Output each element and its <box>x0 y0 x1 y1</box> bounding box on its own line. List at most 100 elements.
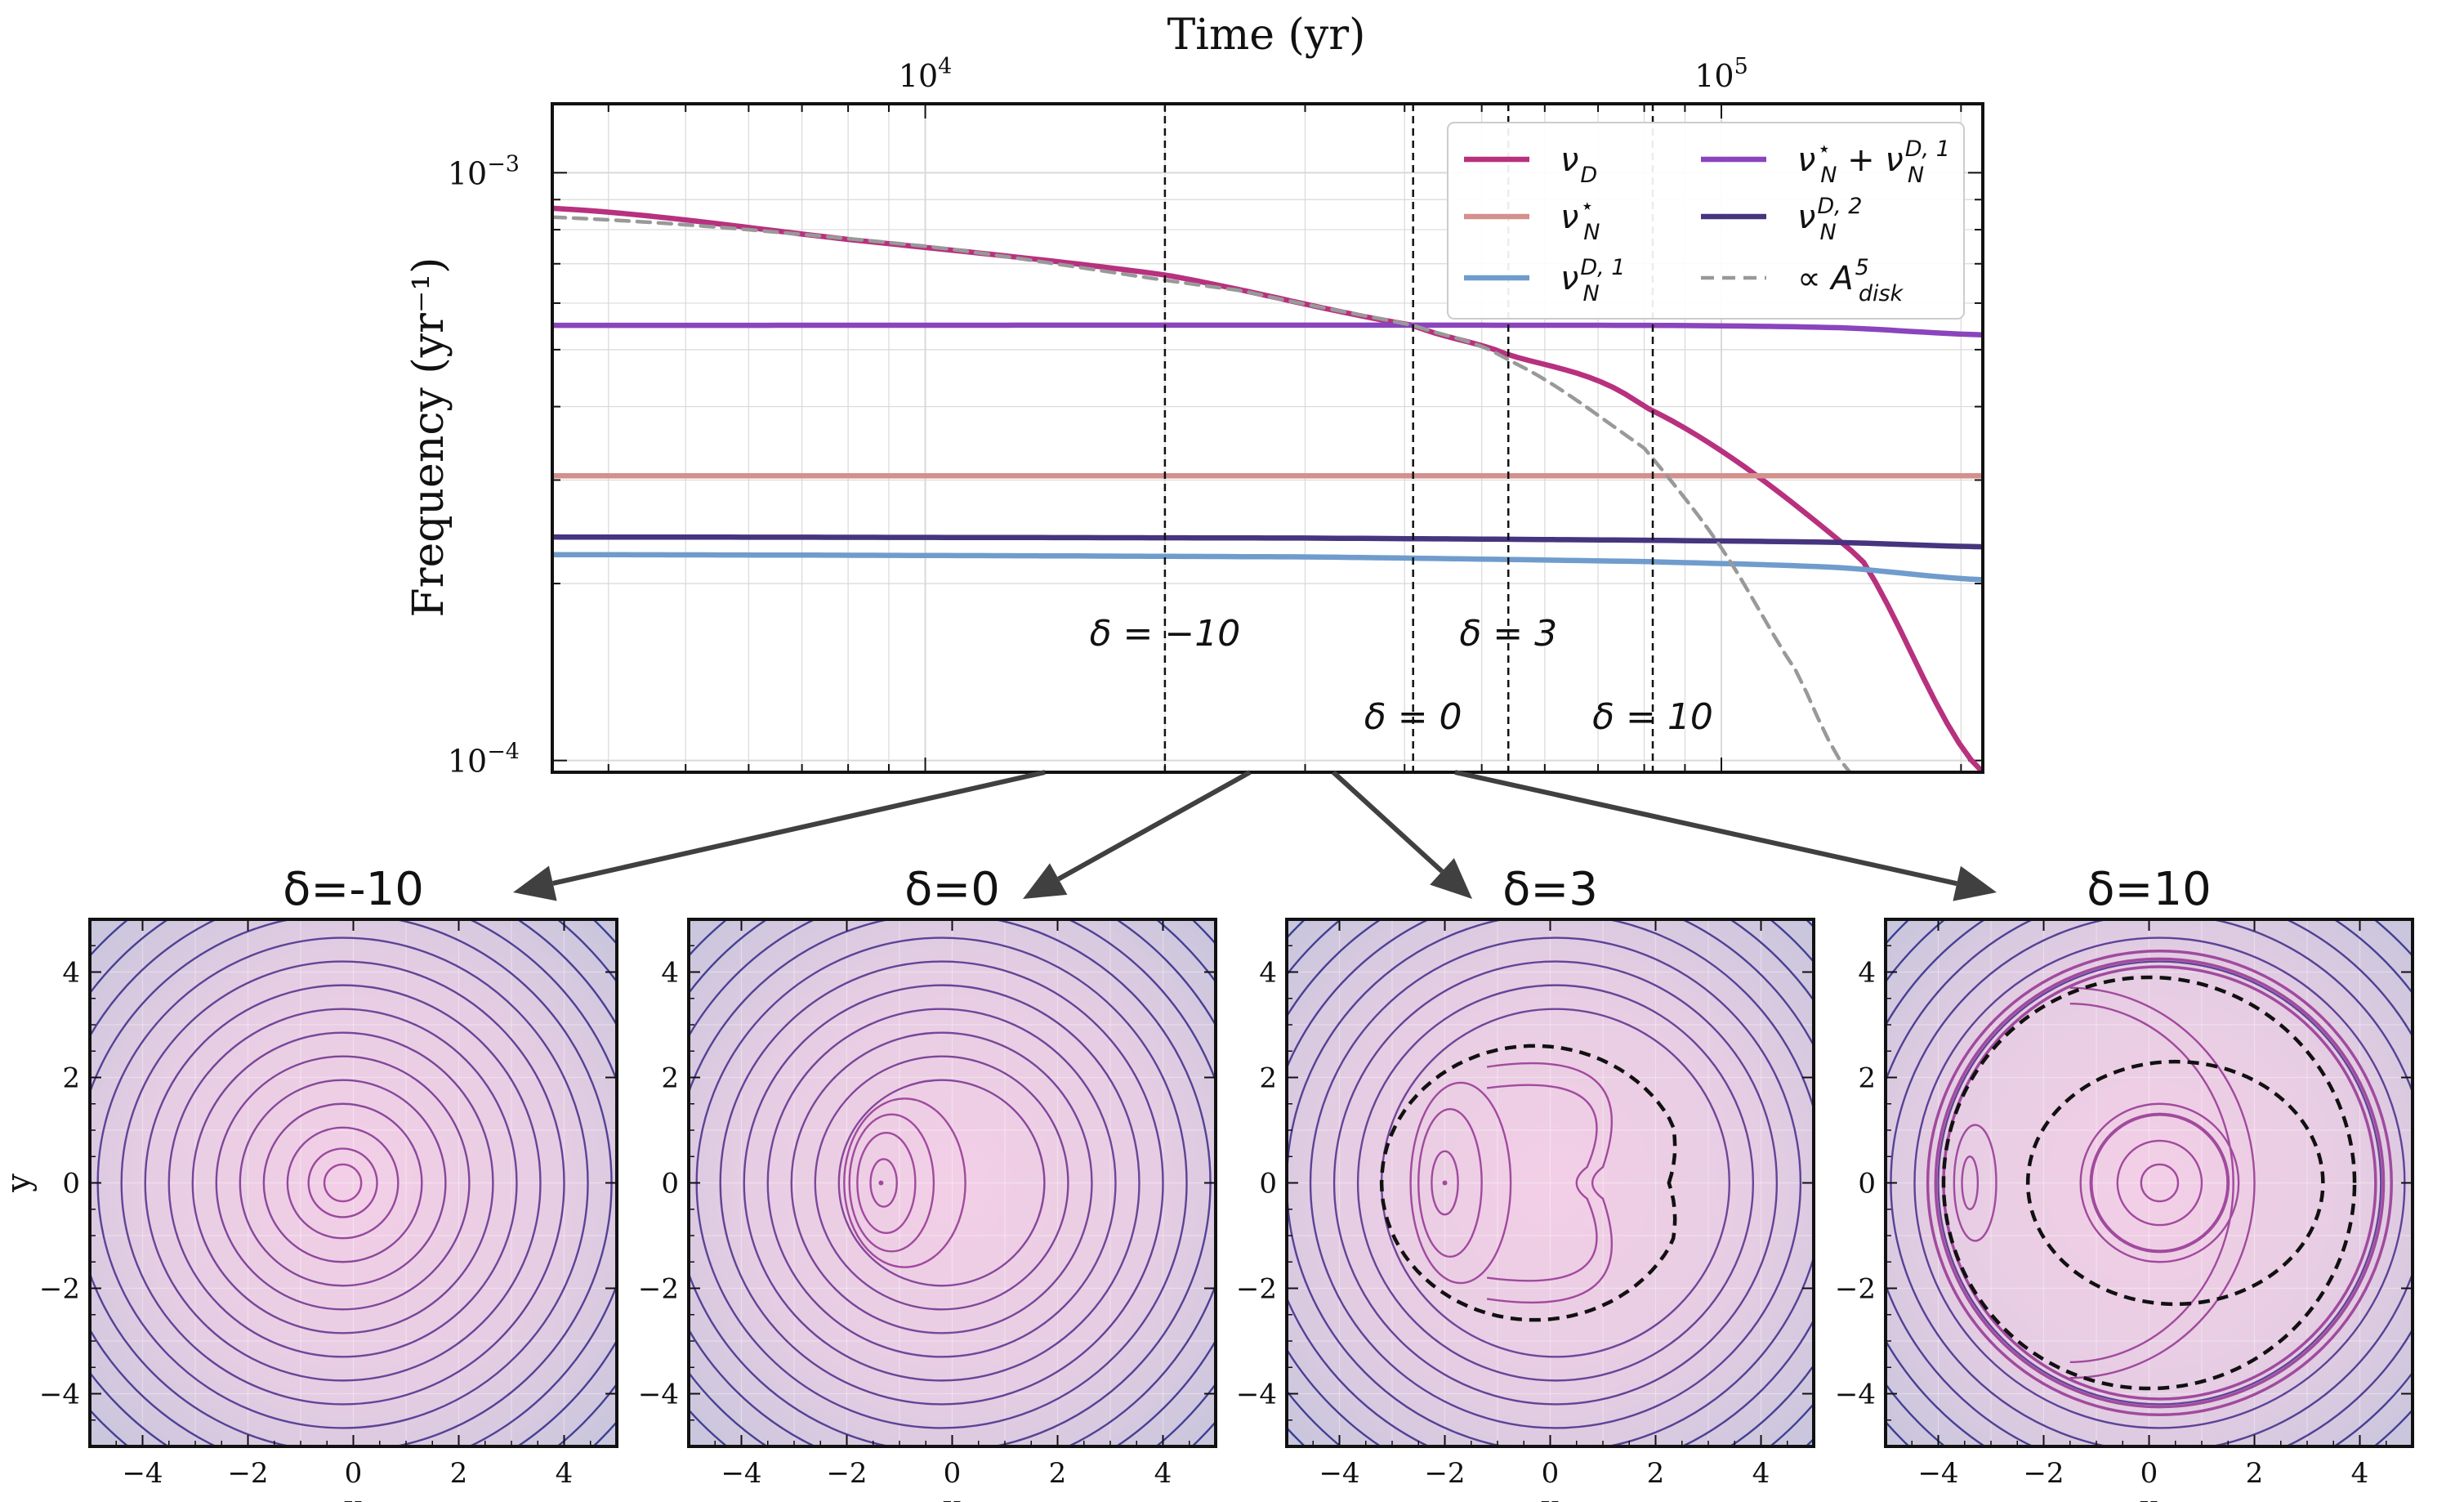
contour-center <box>2089 1112 2230 1254</box>
arrows <box>513 770 1997 901</box>
panel-background <box>689 919 1216 1446</box>
panel-y-tick-label: 2 <box>1858 1062 1876 1095</box>
frequency-chart: Time (yr) Frequency (yr⁻¹) 104 105 10−3 10−… <box>404 11 1984 780</box>
fixed-point <box>1442 1180 1448 1186</box>
panel-x-label: x <box>344 1489 363 1502</box>
ticks: 104 105 10−3 10−4 <box>448 54 1983 780</box>
contour-circle <box>262 1102 423 1263</box>
panel-y-tick-label: 4 <box>1858 957 1876 990</box>
series-group <box>552 205 1983 772</box>
contour-circle <box>743 984 1140 1382</box>
plot-frame <box>551 102 1984 774</box>
series-line <box>552 552 1983 583</box>
arrow-shaft <box>1454 770 1957 887</box>
contour-island <box>869 1158 898 1208</box>
panel-y-tick-label: 4 <box>1259 957 1277 990</box>
contour-island <box>1953 1124 1998 1242</box>
panel-y-tick-label: −2 <box>638 1273 679 1306</box>
panel-x-tick-label: −4 <box>122 1457 163 1490</box>
fixed-point <box>878 1180 884 1186</box>
contour-circle <box>323 1163 363 1203</box>
contour-kidney <box>1486 1062 1614 1304</box>
arrow-head <box>1953 865 1997 901</box>
panel-y-tick-label: 0 <box>661 1168 679 1200</box>
legend: νD ν⋆ N νD, 1 N ν⋆ N + νD, 1 N νD, 2 N ∝ A5 disk <box>1447 122 1965 320</box>
delta-marker-label: δ = 3 <box>1459 613 1557 655</box>
panel-y-tick-label: −4 <box>1835 1379 1876 1411</box>
panel-y-tick-label: 2 <box>661 1062 679 1095</box>
panel-title: δ=3 <box>1502 863 1598 916</box>
panel-y-tick-label: 0 <box>1858 1168 1876 1200</box>
panel-x-tick-label: 2 <box>1049 1457 1067 1490</box>
arrow-shaft <box>1331 770 1444 874</box>
y-axis-title: Frequency (yr⁻¹) <box>404 257 453 618</box>
contour-island <box>1431 1150 1459 1216</box>
panel-plot-area <box>1287 919 1814 1446</box>
contour-crescent <box>2069 1003 2234 1363</box>
delta-marker-label: δ = 0 <box>1364 696 1462 738</box>
panel-y-tick-label: −2 <box>39 1273 80 1306</box>
panel-y-tick-label: 0 <box>1259 1168 1277 1200</box>
x-axis-title: Time (yr) <box>1167 11 1366 60</box>
contour-island <box>856 1132 917 1234</box>
x-tick-label: 105 <box>1694 54 1748 94</box>
panel-y-tick-label: 0 <box>62 1168 80 1200</box>
contour-circle <box>191 1031 494 1334</box>
panel-x-tick-label: 4 <box>1752 1457 1770 1490</box>
legend-box <box>1447 122 1965 320</box>
delta-marker-label: δ = −10 <box>1090 613 1241 655</box>
separatrix <box>2025 1059 2325 1307</box>
separatrix <box>1379 1044 1677 1322</box>
series-line <box>552 534 1983 550</box>
contour-crescent <box>2069 986 2256 1379</box>
panel-x-tick-label: 4 <box>556 1457 574 1490</box>
contour-island <box>843 1097 966 1268</box>
contour-circle <box>766 1008 1117 1358</box>
contour-circle <box>120 960 565 1406</box>
arrow-shaft <box>552 770 1046 886</box>
contour-island <box>1409 1081 1512 1285</box>
contour-ring <box>1934 957 2386 1409</box>
legend-label: ν⋆ N <box>1560 194 1600 245</box>
panel-1: −4 −2 0 2 4 −4 −2 0 2 4 x y δ=-10 <box>0 863 618 1502</box>
panel-2: −4 −2 0 2 4 −4 −2 0 2 4 x δ=0 <box>638 863 1217 1502</box>
panel-x-tick-label: −4 <box>1917 1457 1958 1490</box>
arrow-head <box>513 865 557 901</box>
panel-x-tick-label: 2 <box>1647 1457 1665 1490</box>
contour-circle <box>790 1031 1093 1334</box>
contour-circle <box>286 1126 400 1240</box>
delta-markers: δ = −10 δ = 0 δ = 3 δ = 10 <box>1090 104 1713 772</box>
panel-x-tick-label: 0 <box>1542 1457 1560 1490</box>
contour-circle <box>814 1055 1069 1311</box>
phase-portraits: −4−2024−4−2024xyδ=-10−4−2024−4−2024xδ=0−… <box>0 863 2414 1502</box>
panel-y-tick-label: 4 <box>62 957 80 990</box>
panel-x-tick-label: −4 <box>1319 1457 1359 1490</box>
panel-y-label: y <box>0 1173 38 1193</box>
contour-circle <box>1309 937 1802 1429</box>
series-line <box>552 215 1852 772</box>
panel-plot-area <box>689 919 1216 1446</box>
panel-title: δ=10 <box>2087 863 2211 916</box>
panel-x-tick-label: −2 <box>826 1457 867 1490</box>
delta-marker-label: δ = 10 <box>1592 696 1713 738</box>
panel-y-tick-label: 4 <box>661 957 679 990</box>
contour-island <box>1961 1156 1980 1210</box>
contour-circle <box>719 960 1164 1406</box>
panel-y-tick-label: −4 <box>1236 1379 1277 1411</box>
contour-island <box>848 1113 935 1253</box>
panel-x-tick-label: 4 <box>2351 1457 2369 1490</box>
panel-y-tick-label: −2 <box>1236 1273 1277 1306</box>
separatrix <box>1941 975 2357 1391</box>
panel-plot-area <box>90 919 617 1446</box>
contour-ring <box>1926 949 2393 1417</box>
panel-x-tick-label: 0 <box>944 1457 962 1490</box>
series-line <box>552 322 1983 338</box>
contour-circle <box>1937 960 2382 1406</box>
legend-label: ∝ A5 disk <box>1797 255 1904 306</box>
panel-3: −4 −2 0 2 4 −4 −2 0 2 4 x δ=3 <box>1236 863 1815 1502</box>
arrow-head <box>1023 863 1068 899</box>
panel-x-label: x <box>2140 1489 2158 1502</box>
